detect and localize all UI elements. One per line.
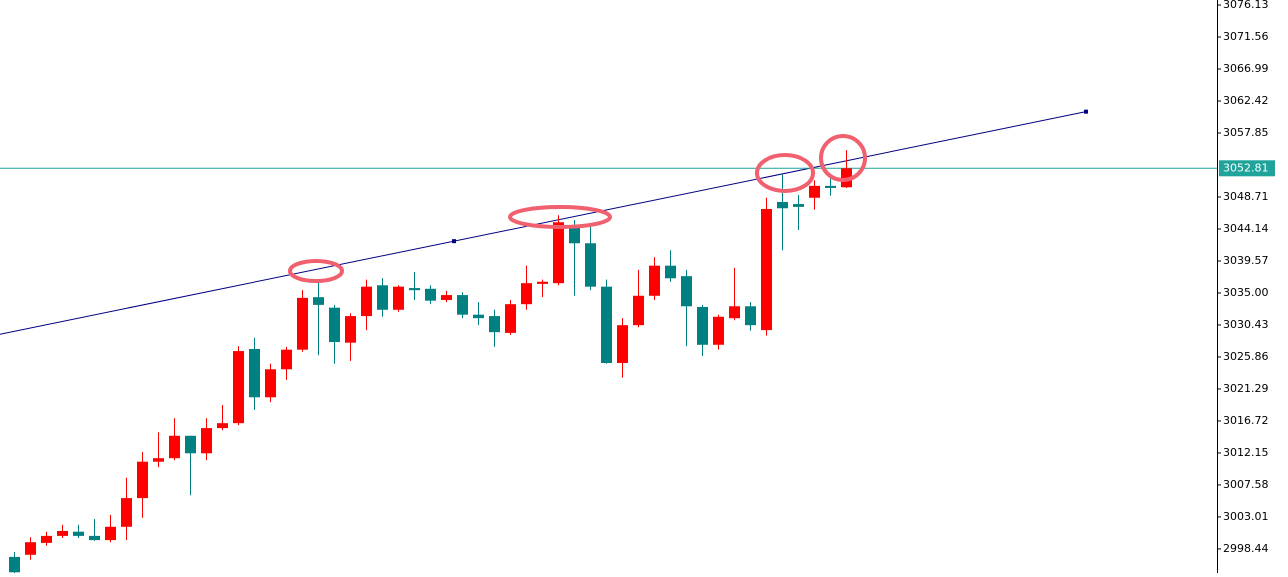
candle-body — [729, 306, 740, 319]
candle-body — [825, 185, 836, 188]
y-tick-label: 2998.44 — [1223, 542, 1269, 555]
candle-body — [121, 498, 132, 527]
candle-body — [793, 204, 804, 207]
y-tick-label: 3012.15 — [1223, 446, 1269, 459]
y-tick-label: 3066.99 — [1223, 62, 1269, 75]
candle-body — [537, 281, 548, 284]
y-tick-label: 3076.13 — [1223, 0, 1269, 11]
candle-body — [681, 276, 692, 307]
candle-body — [377, 285, 388, 310]
trendline-anchor — [452, 239, 456, 244]
candle-body — [217, 423, 228, 429]
highlight-ellipse — [755, 153, 815, 193]
candle-body — [761, 208, 772, 331]
y-tick-label: 3044.14 — [1223, 222, 1269, 235]
candle-body — [569, 227, 580, 244]
candle-body — [809, 185, 820, 198]
candle-body — [105, 526, 116, 541]
candle-body — [777, 201, 788, 209]
candle-body — [505, 304, 516, 333]
candle-body — [249, 348, 260, 398]
candle-body — [425, 288, 436, 301]
candle-body — [153, 458, 164, 462]
highlight-ellipse — [508, 205, 612, 229]
candle-body — [281, 349, 292, 370]
candle-body — [345, 316, 356, 343]
candle-body — [601, 286, 612, 363]
y-tick-label: 3025.86 — [1223, 350, 1269, 363]
candle-body — [185, 435, 196, 454]
candle-body — [361, 286, 372, 317]
candle-body — [169, 435, 180, 459]
y-tick-label: 3003.01 — [1223, 510, 1269, 523]
candle-body — [25, 542, 36, 555]
y-tick-label: 3057.85 — [1223, 126, 1269, 139]
current-price-label: 3052.81 — [1223, 161, 1269, 174]
candle-body — [585, 243, 596, 287]
candle-body — [553, 222, 564, 284]
candle-body — [473, 314, 484, 319]
candle-body — [393, 286, 404, 310]
current-price-box — [1219, 160, 1275, 177]
y-tick-label: 3021.29 — [1223, 382, 1269, 395]
y-tick-label: 3016.72 — [1223, 414, 1269, 427]
candle-body — [73, 531, 84, 536]
candle-body — [313, 297, 324, 305]
candle-body — [633, 295, 644, 326]
highlight-ellipse — [819, 134, 867, 182]
candle-body — [713, 316, 724, 345]
trendline-anchor — [1084, 109, 1088, 114]
trendline — [0, 111, 1087, 335]
candle-body — [409, 288, 420, 291]
candle-body — [649, 265, 660, 296]
y-tick-label: 3007.58 — [1223, 478, 1269, 491]
candle-body — [57, 530, 68, 536]
candle-body — [745, 306, 756, 326]
highlights — [288, 134, 867, 283]
candle-body — [329, 307, 340, 342]
candle-body — [457, 295, 468, 315]
candle-body — [441, 295, 452, 300]
highlight-ellipse — [288, 259, 344, 283]
y-tick-label: 3062.42 — [1223, 94, 1269, 107]
candle-body — [265, 369, 276, 398]
candle-body — [41, 535, 52, 543]
y-tick-label: 3071.56 — [1223, 30, 1269, 43]
y-tick-label: 3039.57 — [1223, 254, 1269, 267]
candle-body — [665, 265, 676, 279]
candle-body — [521, 283, 532, 305]
candle-body — [9, 556, 20, 573]
candle-body — [489, 316, 500, 333]
candle-body — [297, 297, 308, 350]
candle-body — [697, 306, 708, 345]
y-tick-label: 3048.71 — [1223, 190, 1269, 203]
candle-body — [233, 351, 244, 424]
candle-body — [137, 461, 148, 499]
candle-body — [89, 535, 100, 541]
y-tick-label: 3035.00 — [1223, 286, 1269, 299]
candle-body — [617, 325, 628, 363]
y-tick-label: 3030.43 — [1223, 318, 1269, 331]
candle-body — [201, 428, 212, 454]
